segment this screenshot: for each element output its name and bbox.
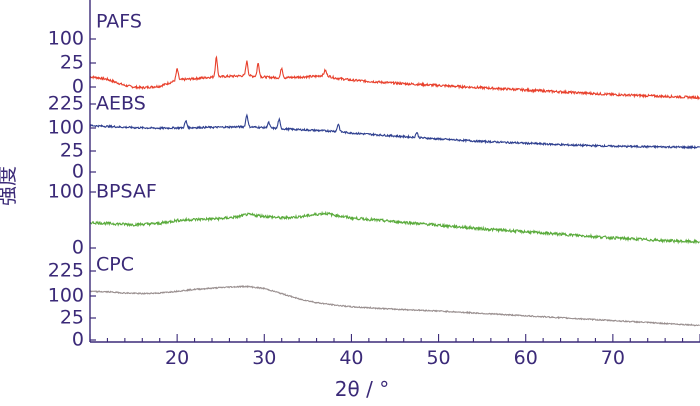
series-label-pafs: PAFS — [96, 11, 142, 33]
y-tick-label: 25 — [60, 140, 84, 162]
x-tick-label: 30 — [252, 347, 276, 369]
y-tick-label: 100 — [48, 181, 84, 203]
y-tick-label: 0 — [72, 161, 84, 183]
series-line-bpsaf — [89, 210, 700, 245]
series-label-aebs: AEBS — [96, 93, 146, 115]
series-labels: PAFS AEBS BPSAF CPC — [96, 11, 157, 276]
series-line-cpc — [90, 284, 700, 327]
y-tick-label: 25 — [60, 52, 84, 74]
y-tick-label: 100 — [48, 28, 84, 50]
y-tick-label: 100 — [48, 285, 84, 307]
x-tick-label: 50 — [426, 347, 450, 369]
x-tick-label: 40 — [339, 347, 363, 369]
y-tick-label: 100 — [48, 117, 84, 139]
x-tick-label: 20 — [165, 347, 189, 369]
axes-frame — [89, 0, 700, 343]
series-line-pafs — [89, 55, 700, 101]
x-axis-title: 2θ / ° — [335, 377, 389, 401]
y-tick-label: 225 — [48, 260, 84, 282]
series-label-cpc: CPC — [96, 254, 134, 276]
x-tick-label: 60 — [514, 347, 538, 369]
y-tick-label: 0 — [72, 237, 84, 259]
y-axis-title: 强度 — [0, 166, 19, 206]
y-tick-label: 0 — [72, 76, 84, 98]
y-tick-label: 225 — [48, 93, 84, 115]
series-line-aebs — [89, 113, 700, 150]
series-label-bpsaf: BPSAF — [96, 181, 157, 203]
x-ticks: 20 30 40 50 60 70 — [89, 334, 700, 369]
series-layer — [89, 55, 700, 327]
y-tick-label: 25 — [60, 307, 84, 329]
x-tick-label: 70 — [601, 347, 625, 369]
y-tick-label: 0 — [72, 329, 84, 351]
